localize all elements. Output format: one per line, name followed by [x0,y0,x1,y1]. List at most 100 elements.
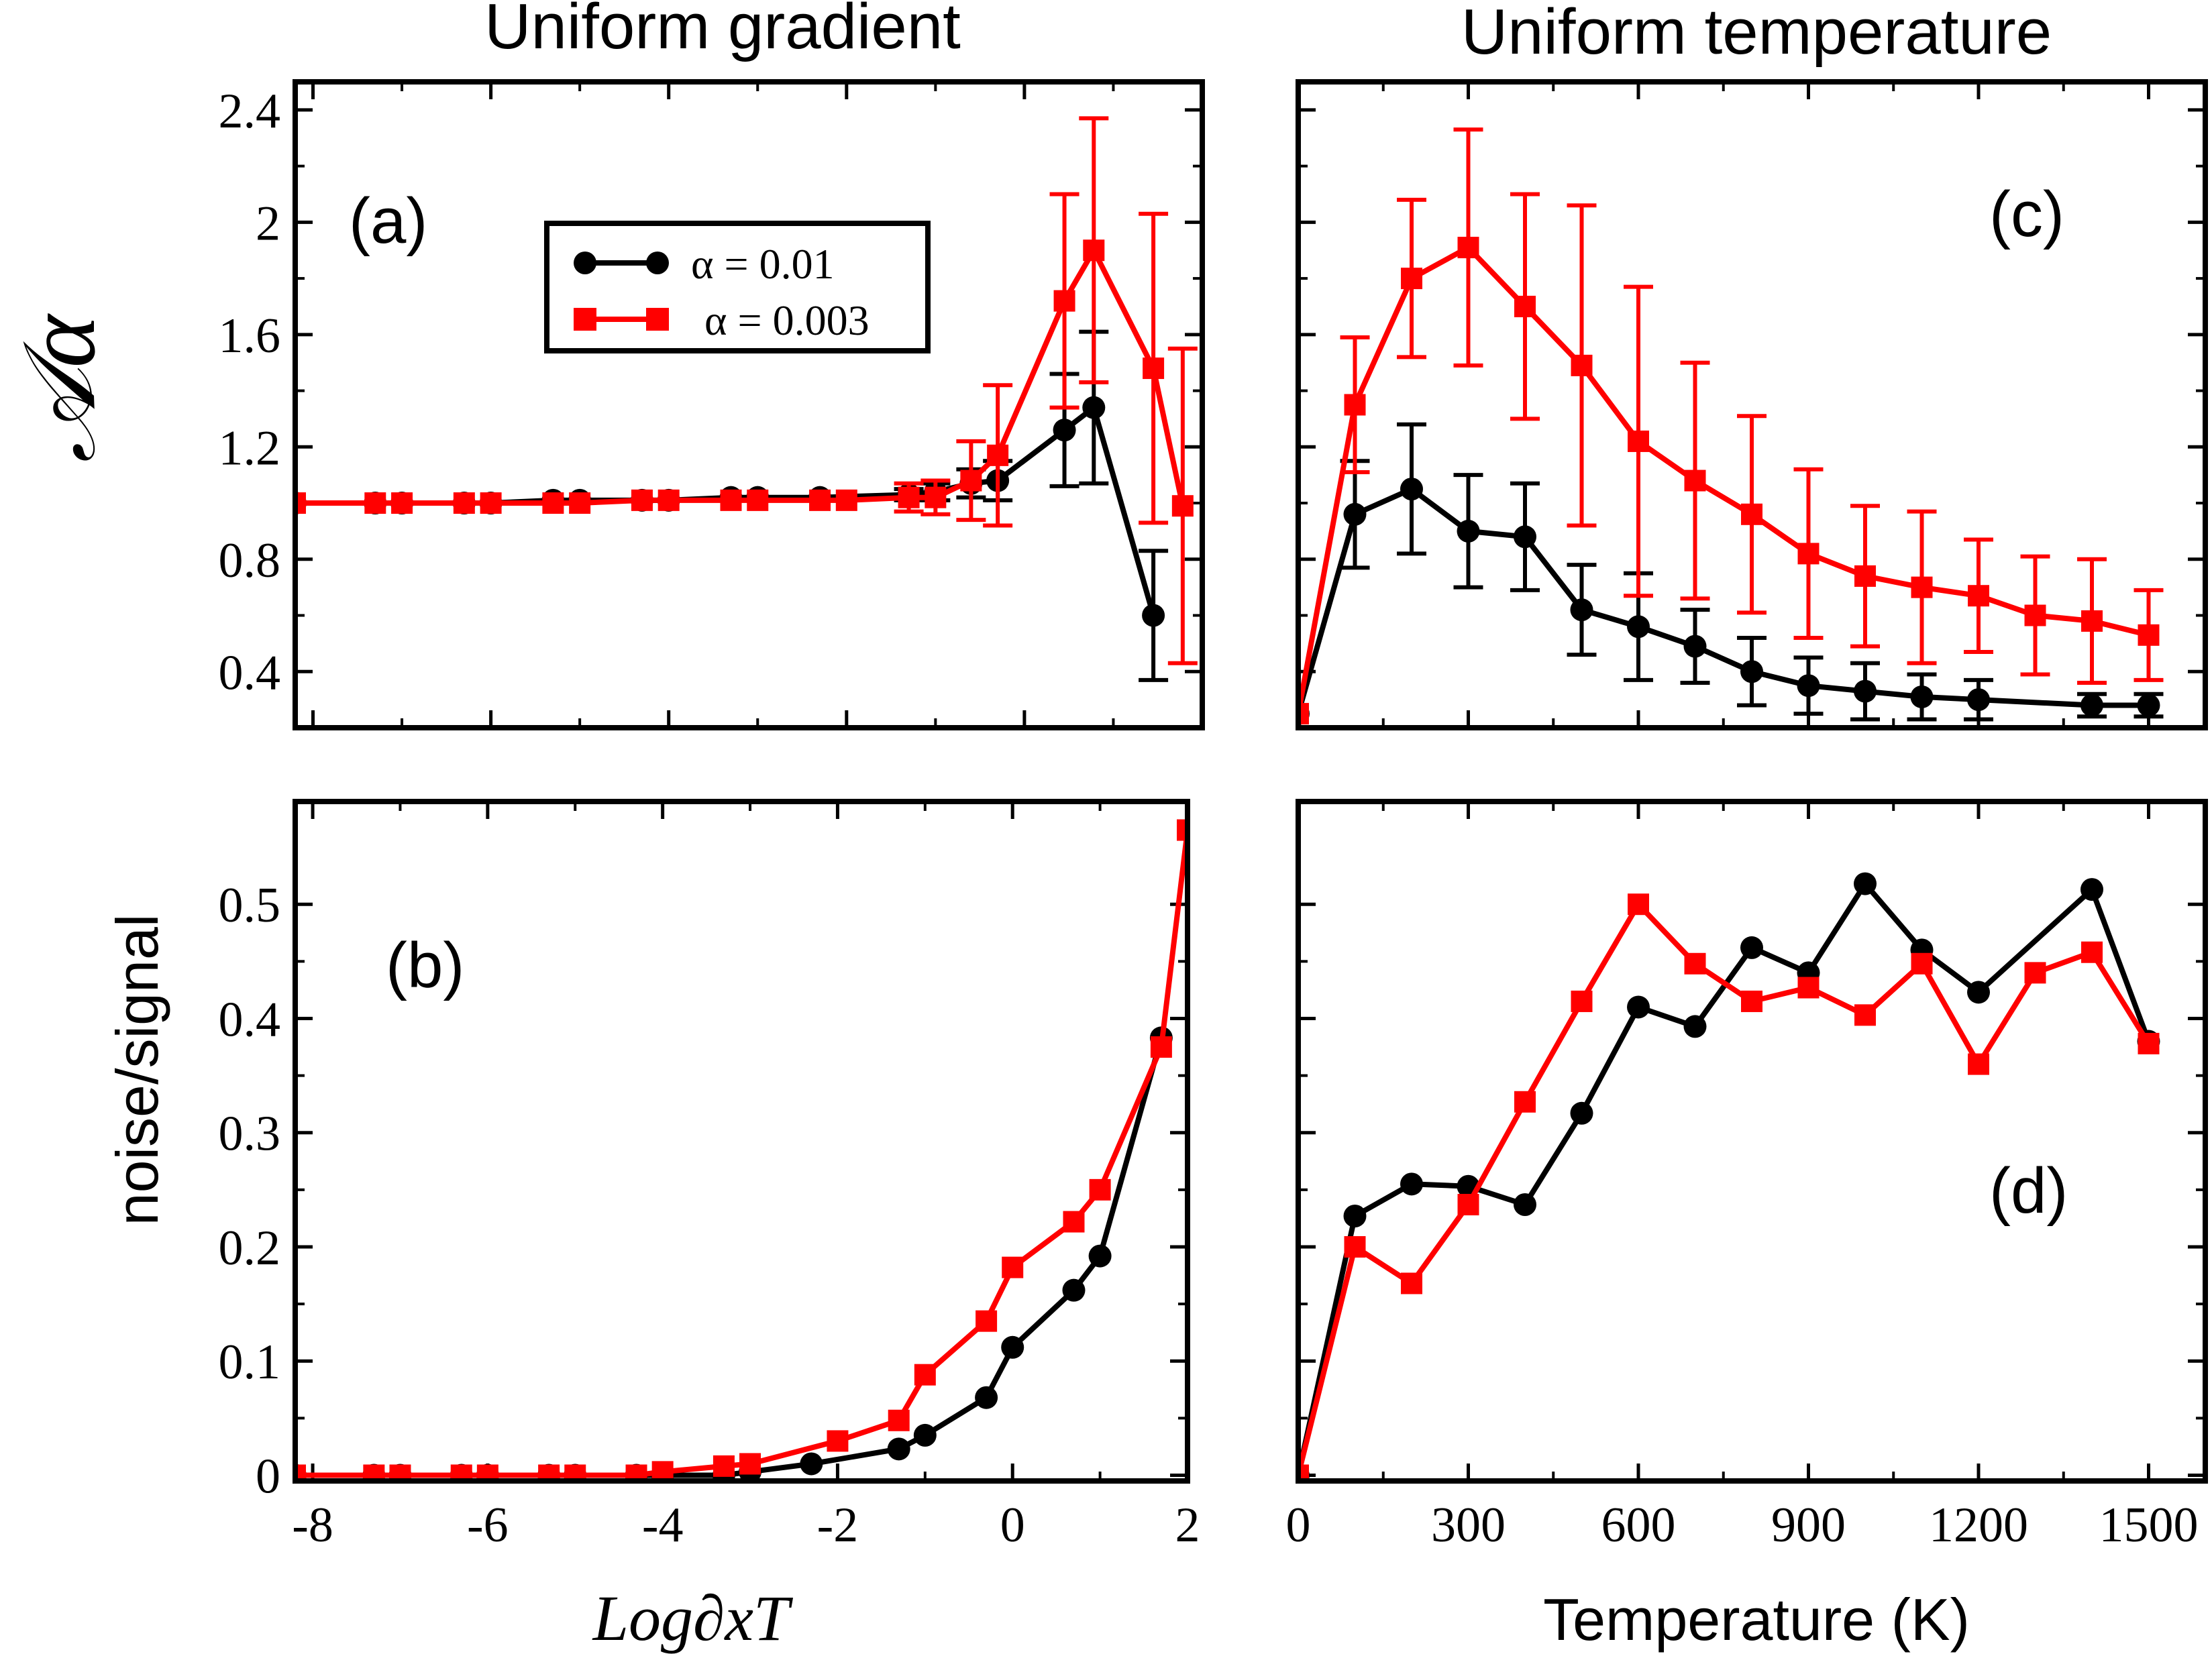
series-a-red-point [1143,357,1165,380]
series-c-black-point [1627,615,1650,639]
series-d-red-point [1457,1193,1479,1215]
series-c-black-point [1400,478,1423,501]
series-b-black-point [887,1437,910,1461]
series-a-red-point [1053,290,1075,312]
panel-c-frame [1296,79,2208,730]
x-tick-label-d: 0 [1286,1498,1311,1553]
panel-a: 0.4 0.8 1.2 1.6 2 2.4 (a) [219,79,1205,730]
series-c-black-point [1797,674,1820,698]
series-c-red-point [2081,610,2103,632]
series-d-red-point [1911,952,1933,975]
series-c-red-point [1628,430,1649,452]
panel-b-data [295,819,1188,1481]
x-tick-label-b: -8 [292,1498,333,1553]
series-c-black-line [1298,486,2149,715]
series-b-red-point [1150,1036,1172,1058]
y-tick-label-b: 0.2 [219,1221,281,1276]
y-tick-label-b: 0 [256,1449,280,1504]
series-c-red-point [1797,543,1820,565]
y-tick-label-b: 0.5 [219,878,281,933]
legend-label-black: α = 0.01 [691,240,835,288]
series-d-black-point [1740,936,1763,959]
series-c-red-point [2024,604,2046,626]
series-d-red-point [1628,893,1649,916]
panel-b-frame [293,799,1190,1484]
series-b-black-point [1001,1335,1024,1359]
series-c-black-point [1967,688,1990,712]
x-axis-title-right: Temperature (K) [1543,1586,1970,1653]
legend-marker-black [574,252,596,274]
legend-label-red: α = 0.003 [704,296,870,344]
panel-d: 0 300 600 900 1200 1500 (d) [1286,799,2208,1553]
series-c-red-point [1741,503,1762,525]
panel-c-data [1298,127,2164,726]
series-b-red-line [295,830,1188,1478]
series-b-red-point [713,1455,735,1477]
series-c-red-point [1344,394,1366,416]
x-tick-label-b: 0 [1000,1498,1025,1553]
panel-b: -8 -6 -4 -2 0 2 0 0.1 0.2 0.3 0.4 0.5 (b) [219,799,1200,1553]
x-tick-label-d: 1500 [2099,1498,2199,1553]
legend: α = 0.01 α = 0.003 [544,221,931,353]
legend-marker-red [574,308,596,331]
series-d-red-point [1684,952,1706,975]
series-c-black-point [1683,635,1707,658]
series-b-black-point [975,1386,998,1409]
series-d-black-point [1967,981,1990,1004]
y-tick-label-a: 1.6 [219,309,281,364]
series-a-red-point [898,486,920,508]
series-d-black-point [1683,1015,1707,1038]
series-a-red-point [364,492,386,514]
x-tick-label-d: 600 [1601,1498,1676,1553]
series-a-red-point [747,489,769,511]
series-c-red-point [2138,624,2160,646]
series-c-red-point [1514,295,1536,317]
series-a-red-point [542,492,564,514]
series-c-red-point [1854,565,1876,587]
series-b-red-point [1002,1256,1024,1278]
series-c-red-point [1911,576,1933,598]
series-d-red-point [1514,1091,1536,1113]
series-d-black-point [1570,1101,1593,1125]
series-c-black-point [1910,685,1934,708]
series-b-red-point [827,1430,849,1452]
series-a-black-point [1082,396,1106,419]
y-axis-title-top: 𝒜α [5,313,116,463]
series-a-red-point [1171,495,1194,517]
series-b-red-point [888,1409,910,1431]
series-d-red-point [2138,1032,2160,1054]
series-b-red-point [739,1453,761,1475]
y-tick-label-a: 2 [256,196,280,251]
y-tick-label-b: 0.3 [219,1107,281,1162]
panel-a-frame [293,79,1205,730]
y-tick-label-a: 0.4 [219,645,281,700]
series-c-red-point [1571,354,1593,376]
panel-d-data [1298,872,2160,1481]
series-d-red-point [1797,977,1820,999]
series-c-red-point [1401,268,1422,290]
y-tick-label-a: 1.2 [219,421,281,476]
series-d-red-point [1571,990,1593,1012]
series-b-black-point [1088,1244,1112,1268]
series-b-red-point [625,1464,647,1481]
series-c-black-point [1854,679,1877,703]
series-c-black-point [2137,694,2160,717]
x-tick-label-b: -2 [817,1498,859,1553]
series-d-red-line [1298,901,2151,1476]
series-d-red-point [1401,1272,1422,1294]
series-c-black-point [1570,598,1593,622]
series-c-red-point [1968,585,1989,607]
series-d-black-point [1343,1205,1367,1228]
series-b-red-point [450,1464,472,1481]
y-tick-label-a: 0.8 [219,533,281,588]
series-d-red-point [1854,1004,1876,1026]
series-c-red-line [1298,245,2150,714]
series-c-black-point [1343,502,1367,526]
series-b-red-point [564,1464,586,1481]
series-b-red-point [914,1364,936,1386]
y-tick-label-b: 0.4 [219,992,281,1047]
x-tick-label-d: 1200 [1929,1498,2028,1553]
panel-label-c: (c) [1989,178,2064,250]
series-b-red-point [538,1464,560,1481]
